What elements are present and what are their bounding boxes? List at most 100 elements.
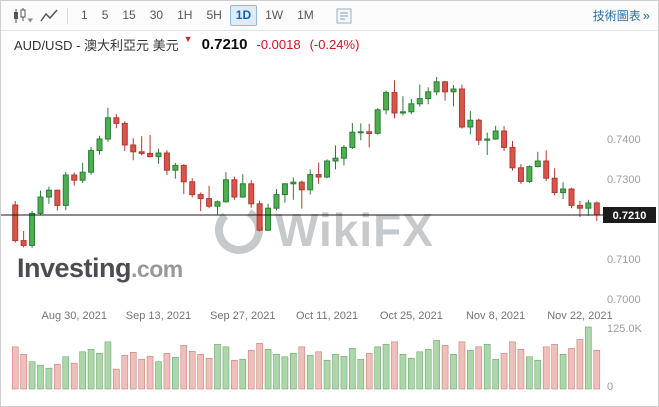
chart-region: Investing.com WikiFX 0.7210 0.7400 0.7300 0…: [1, 57, 659, 407]
price-axis-label: 0.7100: [607, 254, 641, 266]
volume-bar: [424, 349, 432, 390]
candle: [585, 202, 592, 209]
candle: [248, 183, 255, 205]
volume-bar: [264, 349, 272, 390]
candle: [492, 130, 499, 140]
volume-bar: [408, 357, 415, 390]
date-axis-label: Nov 22, 2021: [547, 310, 612, 322]
volume-bar: [96, 352, 103, 390]
candle: [189, 181, 196, 196]
timeframe-5-button[interactable]: 5: [96, 5, 115, 25]
volume-bar: [45, 367, 53, 390]
volume-bar: [517, 349, 525, 390]
candle: [543, 160, 550, 179]
candlestick-chart-type-button[interactable]: [9, 6, 37, 26]
volume-bar: [113, 368, 120, 390]
volume-bar: [28, 361, 36, 390]
candle: [231, 179, 238, 198]
volume-bar: [298, 346, 306, 390]
price-chart-canvas[interactable]: 0.7210 0.7400 0.7300 0.7100 0.7000 125.0K 0 Aug…: [1, 57, 659, 407]
candle: [265, 207, 272, 231]
volume-bar: [20, 353, 27, 390]
candle: [172, 164, 179, 171]
candle: [442, 81, 449, 93]
volume-bar: [450, 353, 457, 390]
technical-chart-link[interactable]: 技術圖表 »: [593, 7, 650, 24]
volume-bar: [500, 352, 508, 390]
wikifx-watermark-text: WikiFX: [275, 204, 434, 256]
volume-bar: [382, 344, 390, 390]
date-axis-label: Oct 11, 2021: [296, 310, 358, 322]
volume-bar: [121, 354, 129, 390]
volume-bar: [239, 358, 247, 390]
volume-bar: [399, 353, 407, 390]
date-axis-label: Sep 27, 2021: [210, 310, 275, 322]
candle: [281, 183, 288, 196]
volume-bar: [197, 353, 204, 390]
candle: [576, 204, 583, 209]
candle: [29, 212, 36, 246]
volume-bar: [163, 352, 171, 390]
timeframe-30-button[interactable]: 30: [144, 5, 169, 25]
volume-bar: [37, 364, 44, 390]
candle: [54, 189, 61, 206]
candle: [391, 92, 398, 114]
volume-bar: [551, 344, 558, 390]
candle: [475, 119, 482, 141]
volume-bar: [70, 362, 78, 390]
date-axis-label: Oct 25, 2021: [380, 310, 443, 322]
investing-watermark: Investing.com: [17, 253, 183, 284]
chevron-down-icon: [27, 18, 33, 22]
candle: [425, 91, 432, 100]
price-change: -0.0018: [256, 36, 301, 52]
candle: [357, 131, 364, 134]
technical-chart-label: 技術圖表: [592, 9, 641, 23]
candle: [526, 166, 533, 182]
date-axis-label: Sep 13, 2021: [126, 310, 191, 322]
volume-bar: [290, 352, 297, 390]
timeframe-group: 1 5 15 30 1H 5H 1D 1W 1M: [74, 5, 321, 26]
candle: [155, 152, 162, 158]
timeframe-1w-button[interactable]: 1W: [259, 5, 289, 25]
timeframe-1m-button[interactable]: 1M: [291, 5, 320, 25]
volume-bar: [180, 345, 188, 390]
current-price-tag: [603, 207, 656, 223]
candlestick-icon: [14, 7, 33, 23]
price-axis-label: 0.7300: [607, 174, 641, 186]
candle: [298, 181, 305, 191]
candle: [12, 204, 19, 242]
volume-bar: [365, 352, 373, 390]
volume-bar: [138, 358, 145, 390]
wikifx-logo-icon: [215, 206, 263, 255]
candle: [239, 183, 246, 198]
candle: [501, 130, 508, 148]
candle: [433, 81, 440, 93]
price-axis-label: 0.7400: [607, 134, 641, 146]
volume-bar: [576, 339, 584, 390]
timeframe-1d-button[interactable]: 1D: [229, 5, 258, 26]
timeframe-5h-button[interactable]: 5H: [200, 5, 227, 25]
candle: [104, 117, 111, 140]
volume-bar: [247, 350, 255, 390]
volume-bar: [467, 350, 474, 390]
volume-bar: [332, 353, 339, 390]
candlestick-series: [12, 77, 600, 248]
news-panel-button[interactable]: [333, 6, 355, 26]
candle: [163, 152, 170, 171]
timeframe-15-button[interactable]: 15: [116, 5, 141, 25]
volume-bar: [357, 358, 365, 390]
price-change-percent: (-0.24%): [309, 36, 360, 52]
news-panel-icon: [336, 8, 352, 23]
timeframe-1h-button[interactable]: 1H: [171, 5, 198, 25]
candle: [307, 174, 314, 191]
volume-bar: [475, 346, 483, 390]
candle: [315, 174, 322, 178]
instrument-name: AUD/USD - 澳大利亞元 美元: [14, 37, 179, 53]
investing-watermark-text: Investing: [17, 253, 132, 283]
candle: [197, 194, 204, 200]
timeframe-1-button[interactable]: 1: [75, 5, 94, 25]
volume-bar: [306, 354, 314, 390]
line-chart-type-button[interactable]: [37, 6, 61, 26]
candle: [399, 111, 406, 114]
